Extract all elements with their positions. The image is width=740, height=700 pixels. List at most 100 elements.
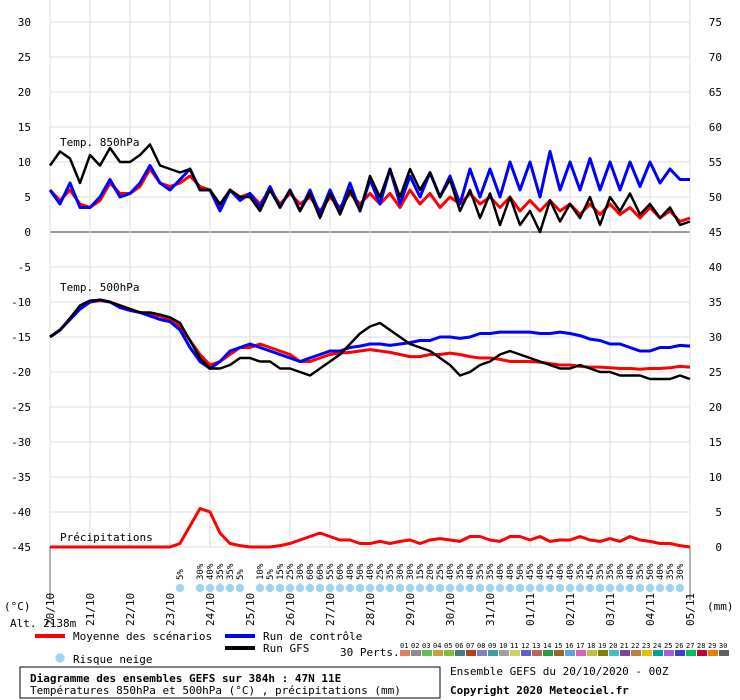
perts-title: 30 Perts. (340, 646, 400, 659)
snow-label: 35% (456, 563, 466, 580)
snow-label: 45% (526, 563, 536, 580)
pert-label: 30 (719, 642, 727, 650)
snow-flake (485, 583, 495, 593)
pert-label: 27 (686, 642, 694, 650)
snow-flake (525, 583, 535, 593)
snow-label: 35% (666, 563, 676, 580)
y2-tick-label: 10 (709, 471, 722, 484)
pert-swatch (664, 650, 674, 656)
y-tick-label: -25 (11, 401, 31, 414)
snow-flake (475, 583, 485, 593)
pert-swatch (587, 650, 597, 656)
snow-flake (675, 583, 685, 593)
snow-label: 15% (416, 563, 426, 580)
pert-swatch (466, 650, 476, 656)
pert-swatch (631, 650, 641, 656)
pert-swatch (444, 650, 454, 656)
pert-label: 25 (664, 642, 672, 650)
x-tick-label: 02/11 (564, 593, 577, 626)
snow-flake (625, 583, 635, 593)
snow-flake (295, 583, 305, 593)
snow-flake (615, 583, 625, 593)
snow-label: 45% (546, 563, 556, 580)
snow-label: 30% (296, 563, 306, 580)
snow-flake (665, 583, 675, 593)
pert-label: 05 (444, 642, 452, 650)
y2-tick-label: 55 (709, 156, 722, 169)
y2-tick-label: 0 (715, 541, 722, 554)
snow-label: 30% (616, 563, 626, 580)
pert-swatch (532, 650, 542, 656)
legend-label: Run GFS (263, 642, 309, 655)
snow-label: 50% (646, 563, 656, 580)
y-axis-label: (°C) (4, 600, 31, 613)
snow-label: 30% (196, 563, 206, 580)
y2-tick-label: 15 (709, 436, 722, 449)
footer-subtitle: Températures 850hPa et 500hPa (°C) , pré… (30, 684, 401, 697)
y2-axis-label: (mm) (707, 600, 734, 613)
snow-flake (345, 583, 355, 593)
snow-label: 40% (496, 563, 506, 580)
snow-label: 5% (236, 569, 246, 580)
snow-label: 40% (626, 563, 636, 580)
y-tick-label: -35 (11, 471, 31, 484)
snow-label: 10% (256, 563, 266, 580)
pert-label: 29 (708, 642, 716, 650)
snow-flake (435, 583, 445, 593)
x-tick-label: 01/11 (524, 593, 537, 626)
pert-swatch (565, 650, 575, 656)
pert-label: 17 (576, 642, 584, 650)
pert-swatch (411, 650, 421, 656)
snow-label: 35% (606, 563, 616, 580)
x-tick-label: 04/11 (644, 593, 657, 626)
y2-tick-label: 45 (709, 226, 722, 239)
pert-swatch (609, 650, 619, 656)
snow-flake (515, 583, 525, 593)
pert-swatch (433, 650, 443, 656)
x-tick-label: 22/10 (124, 593, 137, 626)
snow-label: 35% (636, 563, 646, 580)
pert-swatch (675, 650, 685, 656)
snow-label: 25% (286, 563, 296, 580)
pert-swatch (576, 650, 586, 656)
pert-label: 20 (609, 642, 617, 650)
snow-label: 50% (516, 563, 526, 580)
x-tick-label: 30/10 (444, 593, 457, 626)
snow-flake (655, 583, 665, 593)
legend-label: Risque neige (73, 653, 152, 666)
snow-label: 60% (336, 563, 346, 580)
snow-flake (315, 583, 325, 593)
y-tick-label: -20 (11, 366, 31, 379)
snow-flake (355, 583, 365, 593)
snow-flake (465, 583, 475, 593)
pert-swatch (400, 650, 410, 656)
snow-flake (565, 583, 575, 593)
snow-label: 40% (346, 563, 356, 580)
snow-label: 35% (216, 563, 226, 580)
pert-swatch (708, 650, 718, 656)
y-tick-label: 25 (18, 51, 31, 64)
x-tick-label: 31/10 (484, 593, 497, 626)
snow-flake (195, 583, 205, 593)
y-tick-label: -45 (11, 541, 31, 554)
pert-label: 19 (598, 642, 606, 650)
snow-label: 15% (276, 563, 286, 580)
pert-label: 01 (400, 642, 408, 650)
pert-swatch (697, 650, 707, 656)
snow-label: 40% (566, 563, 576, 580)
y-tick-label: -10 (11, 296, 31, 309)
snow-flake (235, 583, 245, 593)
series-line (49, 298, 691, 381)
y-tick-label: -5 (18, 261, 31, 274)
x-tick-label: 03/11 (604, 593, 617, 626)
snow-label: 35% (226, 563, 236, 580)
snow-label: 55% (326, 563, 336, 580)
pert-label: 13 (532, 642, 540, 650)
snow-label: 50% (356, 563, 366, 580)
pert-swatch (686, 650, 696, 656)
snow-label: 35% (596, 563, 606, 580)
pert-label: 12 (521, 642, 529, 650)
snow-flake (375, 583, 385, 593)
y-tick-label: 10 (18, 156, 31, 169)
y-tick-label: 0 (24, 226, 31, 239)
